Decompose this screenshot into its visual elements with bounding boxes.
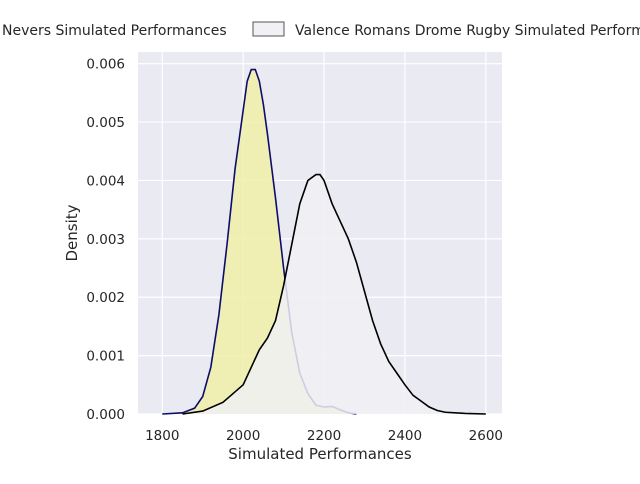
x-axis-label: Simulated Performances	[228, 445, 412, 463]
y-tick-label: 0.002	[86, 290, 125, 306]
legend-label-0: Nevers Simulated Performances	[2, 23, 227, 39]
series-1-line	[182, 173, 486, 415]
y-tick-label: 0.006	[86, 57, 125, 73]
x-tick-label: 1800	[145, 428, 179, 444]
x-tick-label: 2000	[226, 428, 260, 444]
y-tick-label: 0.001	[86, 349, 125, 365]
x-tick-label: 2600	[469, 428, 503, 444]
y-tick-label: 0.005	[86, 115, 125, 131]
y-tick-label: 0.004	[86, 173, 125, 189]
y-axis-label: Density	[63, 204, 81, 261]
legend-label-1: Valence Romans Drome Rugby Simulated Per…	[295, 23, 640, 39]
series-0-area	[162, 69, 357, 415]
series-1-area	[182, 174, 486, 414]
legend-swatch-1	[252, 21, 285, 37]
y-tick-label: 0.003	[86, 232, 125, 248]
y-tick-label: 0.000	[86, 407, 125, 423]
x-tick-label: 2400	[388, 428, 422, 444]
x-tick-label: 2200	[307, 428, 341, 444]
